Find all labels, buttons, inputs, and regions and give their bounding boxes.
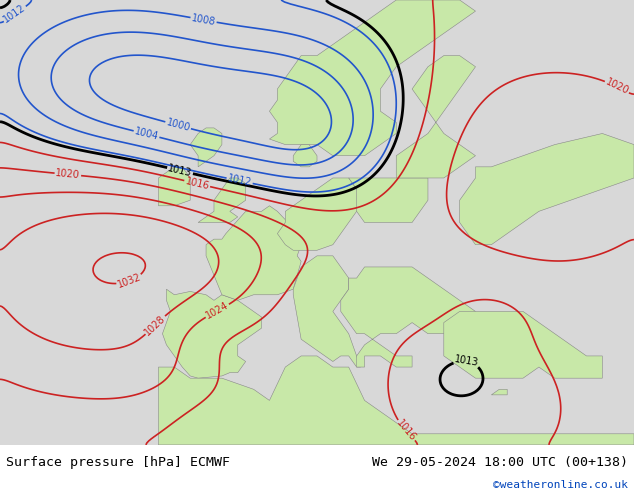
Text: 1000: 1000 [165, 117, 191, 133]
Text: 1016: 1016 [184, 176, 210, 191]
Text: ©weatheronline.co.uk: ©weatheronline.co.uk [493, 480, 628, 490]
Text: 1012: 1012 [2, 3, 28, 25]
Text: 1028: 1028 [143, 313, 167, 337]
Text: 1020: 1020 [55, 168, 81, 180]
Polygon shape [293, 145, 317, 167]
Text: 1013: 1013 [453, 355, 479, 368]
Polygon shape [460, 133, 634, 245]
Polygon shape [349, 178, 428, 222]
Polygon shape [491, 389, 507, 395]
Text: 1032: 1032 [116, 272, 143, 290]
Polygon shape [293, 256, 361, 367]
Polygon shape [198, 178, 246, 222]
Text: We 29-05-2024 18:00 UTC (00+138): We 29-05-2024 18:00 UTC (00+138) [372, 456, 628, 468]
Polygon shape [162, 289, 261, 378]
Polygon shape [206, 206, 301, 300]
Text: 1020: 1020 [604, 77, 630, 97]
Polygon shape [278, 178, 365, 250]
Polygon shape [444, 312, 602, 378]
Text: 1008: 1008 [191, 13, 216, 27]
Polygon shape [158, 356, 634, 445]
Text: 1016: 1016 [394, 418, 418, 443]
Polygon shape [158, 167, 190, 206]
Text: 1013: 1013 [167, 163, 193, 178]
Text: 1024: 1024 [204, 300, 231, 321]
Text: Surface pressure [hPa] ECMWF: Surface pressure [hPa] ECMWF [6, 456, 230, 468]
Polygon shape [269, 0, 476, 156]
Polygon shape [190, 128, 222, 167]
Polygon shape [341, 267, 476, 367]
Text: 1012: 1012 [226, 173, 253, 188]
Text: 1004: 1004 [133, 126, 160, 142]
Polygon shape [396, 56, 476, 178]
